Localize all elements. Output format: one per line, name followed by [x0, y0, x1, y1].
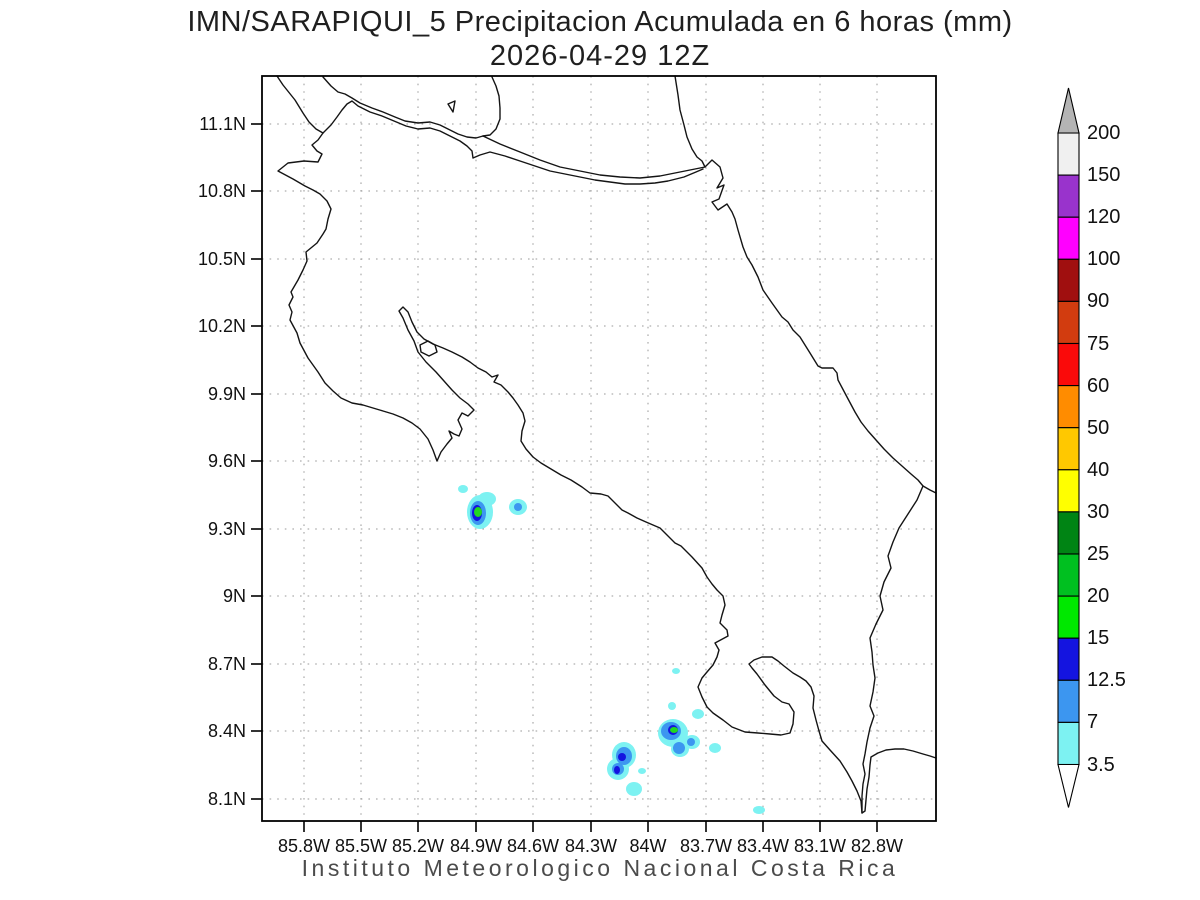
y-tick-label: 9N	[222, 586, 246, 606]
colorbar-segment	[1057, 342, 1080, 387]
x-tick-label: 83.7W	[679, 836, 733, 856]
colorbar-label: 12.5	[1087, 669, 1126, 692]
colorbar-label: 100	[1087, 248, 1121, 271]
x-tick-label: 85.5W	[334, 836, 388, 856]
colorbar-label: 120	[1087, 206, 1121, 229]
y-tick-label: 10.8N	[197, 181, 246, 201]
x-tick-label: 85.8W	[277, 836, 331, 856]
x-tick-label: 84.9W	[449, 836, 503, 856]
colorbar-label: 30	[1087, 500, 1110, 523]
pacific-coast	[276, 75, 937, 814]
x-tick-label: 83.4W	[736, 836, 790, 856]
colorbar-segment	[1057, 385, 1080, 429]
nicaragua-border	[322, 100, 704, 185]
precip-contour	[618, 753, 626, 761]
precip-contour	[672, 668, 680, 674]
colorbar-label: 90	[1087, 290, 1110, 313]
y-tick-label: 10.5N	[197, 249, 246, 269]
colorbar-label: 25	[1087, 543, 1110, 565]
y-tick-label: 10.2N	[197, 316, 246, 336]
y-tick-label: 9.9N	[207, 384, 246, 404]
x-tick-label: 84.3W	[564, 836, 618, 856]
precip-contour	[474, 507, 482, 517]
colorbar-segment	[1057, 427, 1080, 471]
colorbar-label: 7	[1087, 711, 1099, 734]
y-tick-label: 8.7N	[207, 654, 246, 674]
x-tick-label: 82.8W	[850, 836, 904, 856]
y-tick-label: 9.6N	[207, 451, 246, 471]
colorbar-segment	[1057, 469, 1080, 513]
colorbar-label: 15	[1087, 627, 1110, 650]
caribbean-coast	[674, 75, 937, 494]
colorbar-label: 60	[1087, 374, 1110, 397]
title-line-1: IMN/SARAPIQUI_5 Precipitacion Acumulada …	[187, 6, 1013, 38]
san-juan-river	[482, 135, 706, 179]
y-tick-label: 8.4N	[207, 721, 246, 741]
colorbar-label: 75	[1087, 332, 1110, 355]
precip-contour	[668, 702, 676, 710]
colorbar-segment	[1057, 174, 1080, 218]
y-tick-label: 8.1N	[207, 789, 246, 809]
colorbar-label: 40	[1087, 458, 1110, 481]
colorbar-segment	[1057, 721, 1080, 766]
footer-caption: Instituto Meteorologico Nacional Costa R…	[301, 855, 899, 881]
plot-frame	[261, 75, 937, 822]
lake-nicaragua-east-shore	[482, 76, 501, 137]
x-tick-label: 84.6W	[506, 836, 560, 856]
colorbar-segment	[1057, 511, 1080, 555]
page-title: IMN/SARAPIQUI_5 Precipitacion Acumulada …	[0, 0, 1200, 73]
x-tick-label: 85.2W	[391, 836, 445, 856]
precip-contour	[687, 738, 695, 746]
panama-border	[861, 485, 924, 814]
colorbar-segment	[1057, 258, 1080, 302]
y-tick-label: 11.1N	[199, 114, 246, 134]
colorbar-segment	[1057, 553, 1080, 597]
precip-contour	[614, 766, 620, 774]
colorbar-label: 3.5	[1087, 753, 1115, 776]
precip-contour	[673, 742, 685, 754]
colorbar-segment	[1057, 132, 1080, 176]
colorbar-bottom-arrow	[1057, 763, 1080, 808]
colorbar-label: 20	[1087, 585, 1110, 608]
title-line-2: 2026-04-29 12Z	[489, 40, 711, 72]
precip-contour	[692, 709, 704, 719]
lake-nicaragua-west-shore	[322, 76, 484, 139]
x-tick-label: 84W	[629, 836, 667, 856]
precip-contour	[458, 485, 468, 493]
colorbar-top-arrow	[1057, 87, 1080, 134]
y-tick-label: 9.3N	[207, 519, 246, 539]
colorbar-segment	[1057, 679, 1080, 723]
precip-contour	[514, 503, 522, 511]
precip-contour	[753, 806, 765, 814]
precip-contour	[638, 768, 646, 774]
precip-contour	[626, 782, 642, 796]
colorbar-segment	[1057, 637, 1080, 681]
precip-contour	[709, 743, 721, 753]
precip-contour	[670, 727, 678, 733]
x-tick-label: 83.1W	[793, 836, 847, 856]
colorbar-label: 150	[1087, 164, 1121, 187]
colorbar-segment	[1057, 216, 1080, 260]
lake-island	[447, 100, 456, 113]
colorbar-label: 200	[1087, 122, 1121, 144]
colorbar-segment	[1057, 300, 1080, 345]
colorbar-label: 50	[1087, 416, 1110, 439]
colorbar-segment	[1057, 595, 1080, 639]
chira-island	[419, 340, 438, 357]
